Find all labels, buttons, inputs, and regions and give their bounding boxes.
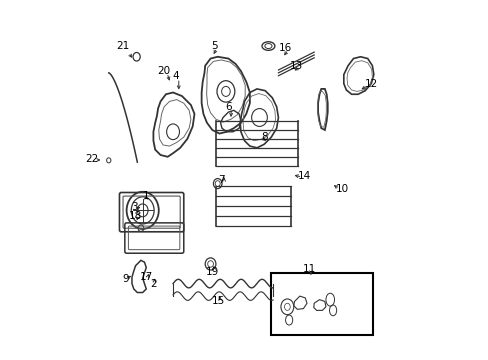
Text: 17: 17 [140,272,153,282]
Text: 5: 5 [210,41,217,51]
Text: 21: 21 [116,41,129,51]
Text: 7: 7 [218,175,224,185]
Text: 10: 10 [335,184,348,194]
Text: 2: 2 [150,279,156,289]
Text: 15: 15 [211,296,224,306]
Text: 13: 13 [289,61,302,71]
Text: 1: 1 [142,191,149,201]
Text: 11: 11 [302,264,316,274]
Text: 4: 4 [172,71,179,81]
Text: 22: 22 [85,154,98,164]
Text: 14: 14 [297,171,310,181]
Text: 12: 12 [364,78,377,89]
Text: 3: 3 [131,202,138,212]
Text: 19: 19 [205,267,219,277]
Text: 9: 9 [122,274,129,284]
Text: 16: 16 [278,43,292,53]
Text: 20: 20 [157,66,170,76]
Text: 18: 18 [129,211,142,221]
Text: 6: 6 [224,102,231,112]
Bar [271,273,372,336]
Text: 8: 8 [260,132,267,142]
